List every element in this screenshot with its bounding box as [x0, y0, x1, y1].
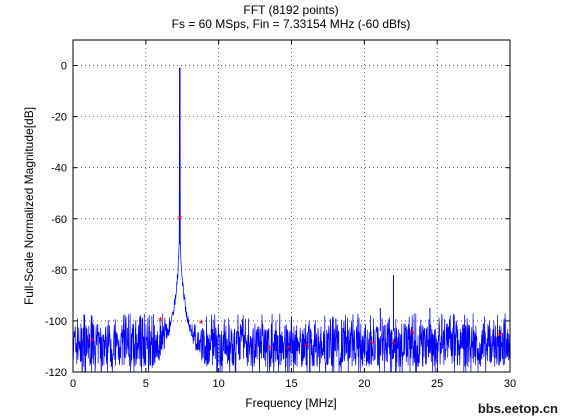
- x-tick-label: 30: [504, 378, 516, 390]
- spectrum-series: [72, 67, 511, 373]
- harmonic-marker: *: [177, 212, 182, 227]
- chart-title: FFT (8192 points): [243, 3, 338, 17]
- harmonic-marker: *: [267, 342, 272, 357]
- harmonic-marker: *: [369, 337, 374, 352]
- chart-subtitle: Fs = 60 MSps, Fin = 7.33154 MHz (-60 dBf…: [172, 17, 411, 31]
- harmonic-marker: *: [286, 342, 291, 357]
- harmonic-marker: *: [89, 334, 94, 349]
- y-tick-label: -60: [51, 214, 67, 226]
- harmonic-marker: *: [199, 316, 204, 331]
- watermark-text: bbs.eetop.cn: [478, 401, 558, 416]
- harmonic-marker: *: [158, 314, 163, 329]
- y-tick-label: -40: [51, 163, 67, 175]
- y-axis-label: Full-Scale Normalized Magnitude[dB]: [22, 107, 36, 305]
- harmonic-marker: *: [304, 339, 309, 354]
- y-tick-label: -120: [45, 367, 67, 379]
- x-tick-label: 5: [143, 378, 149, 390]
- x-axis-label: Frequency [MHz]: [245, 396, 336, 410]
- harmonic-markers: * * * * * * * * * * *: [89, 212, 502, 357]
- y-axis-ticks: 0 -20 -40 -60 -80 -100 -120: [45, 61, 510, 379]
- harmonic-marker: *: [497, 329, 502, 344]
- x-tick-label: 20: [358, 378, 370, 390]
- x-axis-ticks: 0 5 10 15 20 25 30: [70, 40, 516, 390]
- x-tick-label: 10: [213, 378, 225, 390]
- harmonic-marker: *: [410, 327, 415, 342]
- x-tick-label: 25: [431, 378, 443, 390]
- y-tick-label: 0: [61, 61, 67, 73]
- harmonic-marker: *: [391, 337, 396, 352]
- y-tick-label: -80: [51, 265, 67, 277]
- y-tick-label: -20: [51, 112, 67, 124]
- y-tick-label: -100: [45, 316, 67, 328]
- x-tick-label: 15: [285, 378, 297, 390]
- x-tick-label: 0: [70, 378, 76, 390]
- spectrum-trace: [72, 67, 511, 373]
